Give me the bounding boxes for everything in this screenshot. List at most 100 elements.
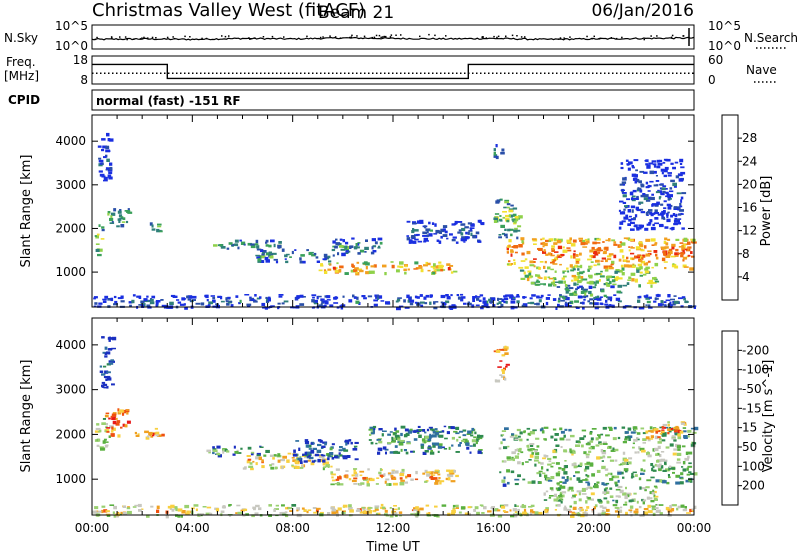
heat-cell — [661, 216, 665, 220]
heat-cell — [584, 238, 588, 241]
heat-cell — [255, 254, 260, 257]
heat-cell — [655, 294, 661, 297]
heat-cell — [416, 233, 420, 236]
heat-cell — [575, 254, 579, 257]
nsearch-point — [139, 38, 142, 40]
heat-cell — [614, 510, 619, 513]
heat-cell — [560, 430, 565, 434]
heat-cell — [528, 459, 532, 461]
heat-cell — [634, 180, 638, 184]
nsearch-point — [569, 36, 571, 38]
heat-cell — [693, 306, 696, 309]
heat-cell — [536, 295, 540, 299]
nsearch-point — [390, 34, 393, 36]
heat-cell — [116, 511, 120, 514]
heat-cell — [317, 458, 321, 463]
heat-cell — [334, 270, 340, 273]
heat-cell — [95, 243, 100, 245]
heat-cell — [102, 351, 106, 354]
heat-cell — [660, 458, 666, 462]
heat-cell — [529, 260, 534, 264]
heat-cell — [169, 508, 175, 510]
heat-cell — [638, 180, 642, 184]
heat-cell — [541, 466, 544, 470]
heat-cell — [659, 479, 663, 483]
nsearch-point — [283, 36, 285, 38]
heat-cell — [620, 162, 624, 165]
heat-cell — [543, 265, 546, 269]
nsearch-point — [505, 35, 507, 37]
heat-cell — [423, 440, 427, 444]
heat-cell — [225, 300, 230, 302]
heat-cell — [371, 432, 375, 435]
heat-cell — [395, 514, 398, 517]
heat-cell — [558, 498, 564, 501]
x-tick-label: 04:00 — [175, 521, 210, 535]
heat-cell — [503, 367, 506, 371]
nsearch-point — [559, 37, 562, 39]
heat-cell — [645, 238, 651, 242]
heat-cell — [501, 298, 505, 302]
heat-cell — [376, 512, 381, 516]
heat-cell — [93, 296, 98, 299]
heat-cell — [519, 431, 523, 435]
heat-cell — [527, 448, 532, 451]
heat-cell — [333, 296, 336, 300]
heat-cell — [459, 442, 462, 444]
heat-cell — [451, 512, 455, 515]
heat-cell — [103, 438, 107, 441]
heat-cell — [363, 297, 367, 300]
heat-cell — [424, 302, 428, 305]
heat-cell — [530, 444, 534, 447]
heat-cell — [376, 294, 380, 298]
heat-cell — [101, 228, 105, 232]
heat-cell — [98, 163, 103, 167]
heat-cell — [542, 241, 546, 246]
heat-cell — [644, 268, 649, 271]
heat-cell — [652, 489, 655, 493]
heat-cell — [457, 221, 463, 223]
heat-cell — [648, 306, 653, 309]
heat-cell — [263, 250, 267, 253]
heat-cell — [621, 192, 627, 194]
heat-cell — [673, 448, 677, 451]
heat-cell — [327, 457, 330, 461]
nave-tick-bottom: 0 — [708, 73, 716, 87]
heat-cell — [493, 508, 499, 512]
heat-cell — [521, 240, 524, 244]
nsearch-point — [119, 36, 121, 38]
heat-cell — [531, 452, 535, 455]
heat-cell — [579, 462, 583, 466]
heat-cell — [384, 509, 388, 513]
heat-cell — [415, 514, 419, 518]
heat-cell — [377, 297, 380, 300]
heat-cell — [274, 508, 279, 510]
heat-cell — [502, 211, 507, 213]
heat-cell — [565, 288, 569, 291]
heat-cell — [97, 145, 102, 148]
heat-cell — [637, 187, 640, 190]
heat-cell — [555, 487, 559, 490]
heat-cell — [493, 155, 497, 158]
heat-cell — [605, 513, 609, 516]
heat-cell — [438, 240, 442, 244]
heat-cell — [651, 193, 654, 196]
heat-cell — [503, 504, 509, 507]
heat-cell — [131, 299, 135, 304]
heat-cell — [631, 197, 634, 201]
heat-cell — [572, 239, 577, 243]
nsearch-point — [586, 35, 588, 38]
heat-cell — [501, 232, 505, 235]
heat-cell — [632, 198, 637, 200]
heat-cell — [676, 461, 681, 464]
heat-cell — [621, 181, 627, 184]
heat-cell — [212, 449, 218, 453]
heat-cell — [493, 151, 496, 156]
heat-cell — [677, 219, 680, 223]
heat-cell — [481, 512, 485, 514]
colorbar-tick-label: 100 — [742, 459, 765, 473]
heat-cell — [584, 288, 588, 291]
heat-cell — [105, 169, 108, 171]
heat-cell — [506, 246, 509, 251]
heat-cell — [627, 435, 633, 439]
